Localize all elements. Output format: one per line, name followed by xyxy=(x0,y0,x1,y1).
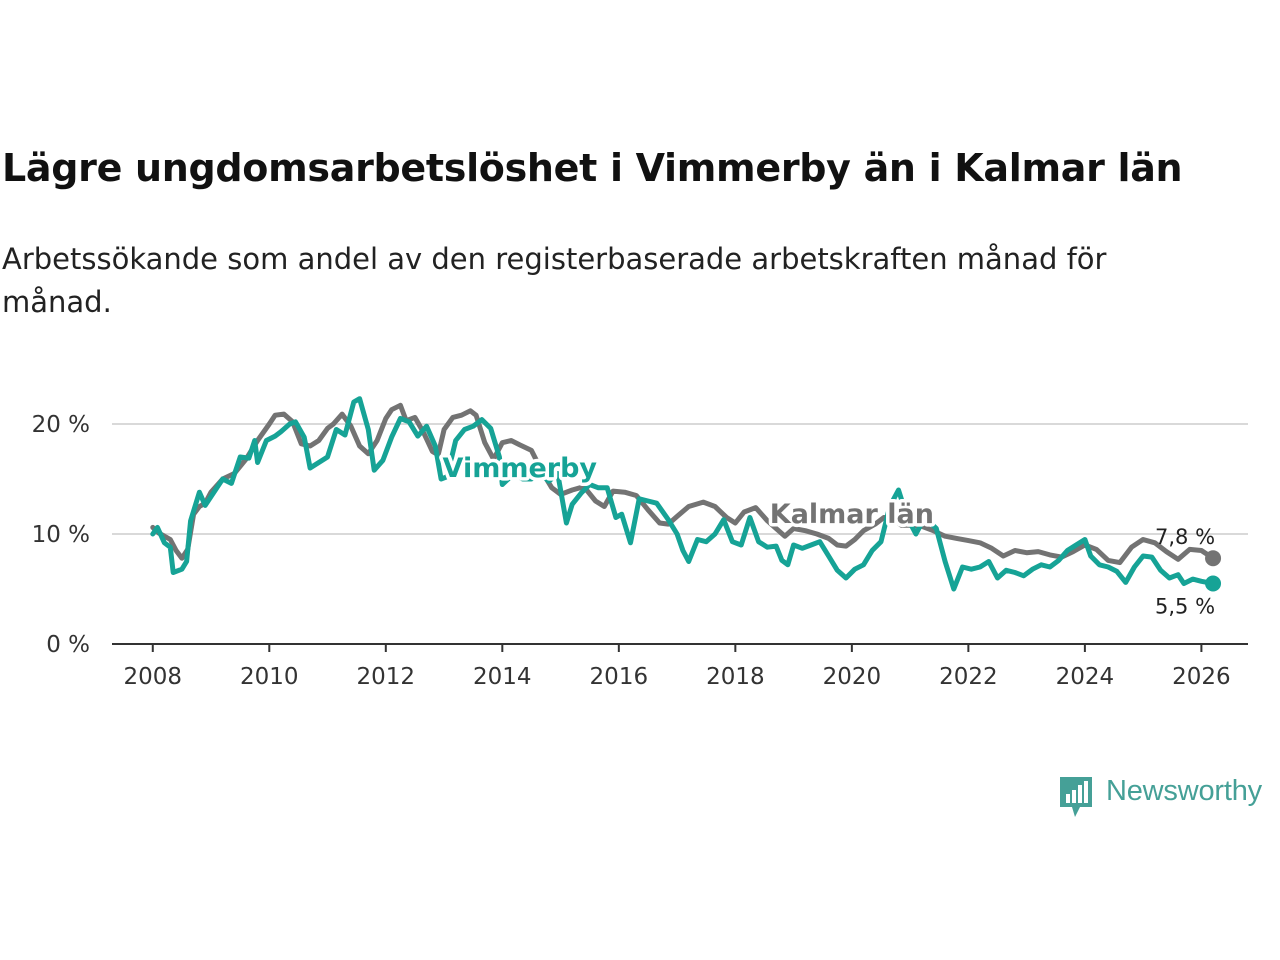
x-tick-label: 2010 xyxy=(240,664,299,690)
y-tick-label: 0 % xyxy=(46,632,90,658)
x-tick-label: 2022 xyxy=(939,664,998,690)
series-line-kalmar-län xyxy=(150,402,1216,566)
x-tick-label: 2026 xyxy=(1172,664,1231,690)
axes: 0 % 10 % 20 % 2008 2010 2012 2014 2016 2018 2020 2… xyxy=(32,412,1248,690)
newsworthy-logo: Newsworthy xyxy=(1058,773,1278,819)
series-label-halo: Vimmerby xyxy=(443,453,598,484)
gridlines xyxy=(112,423,1248,535)
end-marker-kalmar-län xyxy=(1205,550,1222,567)
line-chart: 0 % 10 % 20 % 2008 2010 2012 2014 2016 2018 2020 2… xyxy=(32,396,1248,690)
x-tick-label: 2012 xyxy=(357,664,416,690)
x-tick-label: 2024 xyxy=(1056,664,1115,690)
y-tick-label: 20 % xyxy=(32,412,90,438)
chart-subtitle: Arbetssökande som andel av den registerb… xyxy=(2,242,1107,319)
x-tick-label: 2020 xyxy=(823,664,882,690)
x-tick-label: 2018 xyxy=(706,664,765,690)
end-value-label: 5,5 % xyxy=(1155,595,1215,619)
x-tick-label: 2014 xyxy=(473,664,532,690)
series-line-vimmerby xyxy=(150,396,1216,592)
newsworthy-logo-text: Newsworthy xyxy=(1106,775,1262,807)
series-label-vimmerby: Vimmerby xyxy=(443,453,598,484)
end-marker-vimmerby xyxy=(1205,575,1222,592)
series-label-kalmar-län: Kalmar län xyxy=(770,499,934,530)
end-value-label: 7,8 % xyxy=(1155,525,1215,549)
chart-title: Lägre ungdomsarbetslöshet i Vimmerby än … xyxy=(2,146,1183,190)
y-tick-label: 10 % xyxy=(32,522,90,548)
newsworthy-logo-icon xyxy=(1060,777,1092,817)
series-lines xyxy=(150,396,1222,592)
x-tick-label: 2008 xyxy=(124,664,183,690)
series-label-halo: Kalmar län xyxy=(770,499,934,530)
x-tick-label: 2016 xyxy=(590,664,649,690)
